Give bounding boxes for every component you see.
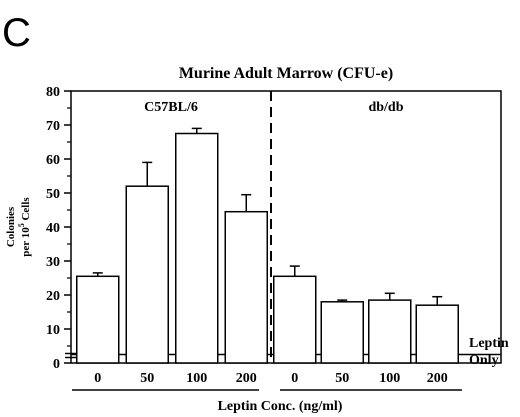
bar <box>273 275 317 364</box>
panel-letter: C <box>2 11 31 55</box>
baseline-label-line1: Leptin <box>469 336 509 351</box>
y-tick-label: 0 <box>53 357 60 372</box>
x-tick-label: 50 <box>335 371 349 386</box>
bar <box>175 132 219 364</box>
y-tick-label: 50 <box>46 187 60 202</box>
y-tick-label: 30 <box>46 255 60 270</box>
y-axis-label-suffix: Cells <box>20 197 32 224</box>
bars-layer <box>76 127 459 364</box>
y-tick-label: 20 <box>46 289 60 304</box>
y-axis-label-sup: 5 <box>17 223 26 227</box>
y-axis-label-line1: Colonies <box>5 206 17 247</box>
chart-title: Murine Adult Marrow (CFU-e) <box>179 65 393 82</box>
x-tick-label: 100 <box>379 371 400 386</box>
x-tick-label: 200 <box>427 371 448 386</box>
y-tick-label: 60 <box>46 153 60 168</box>
bar <box>224 210 268 364</box>
bar <box>415 304 459 364</box>
x-tick-labels: 0 50 100 200 0 50 100 200 <box>94 371 448 386</box>
bar <box>368 299 412 364</box>
x-tick-label: 0 <box>94 371 101 386</box>
y-axis-label-line2: per 105 Cells <box>17 197 32 257</box>
bar <box>320 301 364 364</box>
y-tick-label: 80 <box>46 85 60 100</box>
x-tick-label: 0 <box>291 371 298 386</box>
y-tick-label: 10 <box>46 323 60 338</box>
bar <box>76 275 120 364</box>
y-tick-label: 70 <box>46 119 60 134</box>
x-axis-label: Leptin Conc. (ng/ml) <box>218 399 343 414</box>
group-label-dbdb: db/db <box>368 100 403 115</box>
bar <box>125 185 169 364</box>
group-label-c57bl6: C57BL/6 <box>144 100 198 115</box>
y-tick-label: 40 <box>46 221 60 236</box>
y-axis-label-prefix: per 10 <box>20 227 32 257</box>
x-tick-label: 200 <box>236 371 257 386</box>
x-tick-label: 50 <box>140 371 154 386</box>
x-tick-label: 100 <box>186 371 207 386</box>
baseline-label-line2: Only <box>469 353 499 368</box>
